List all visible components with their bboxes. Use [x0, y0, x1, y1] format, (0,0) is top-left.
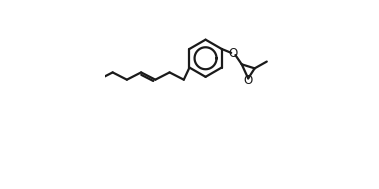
- Text: O: O: [244, 74, 253, 87]
- Text: O: O: [229, 47, 238, 60]
